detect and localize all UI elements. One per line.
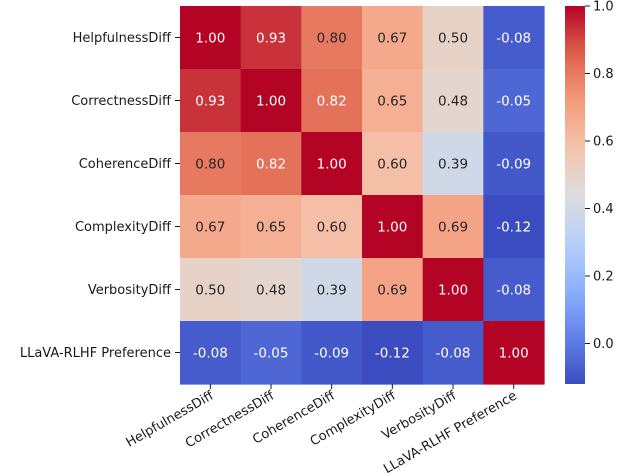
- cell-value-label: 1.00: [317, 157, 347, 173]
- cell-value-label: -0.12: [496, 220, 531, 236]
- cell-value-label: -0.08: [193, 346, 228, 362]
- y-tick-label: LLaVA-RLHF Preference: [20, 346, 171, 361]
- cell-value-label: 0.50: [195, 283, 225, 299]
- cell-value-label: 0.65: [377, 94, 407, 110]
- cell-value-label: 0.69: [438, 220, 468, 236]
- cell-value-label: -0.09: [496, 157, 531, 173]
- cell-value-label: 1.00: [499, 346, 529, 362]
- cell-value-label: 0.39: [438, 157, 468, 173]
- cell-value-label: -0.05: [254, 346, 289, 362]
- cell-value-label: -0.12: [375, 346, 410, 362]
- y-axis: HelpfulnessDiff CorrectnessDiff CoherenceD…: [20, 31, 180, 361]
- colorbar-tick-label: 0.2: [593, 270, 614, 285]
- colorbar-tick-label: 1.0: [593, 0, 614, 15]
- colorbar-tick-label: 0.0: [593, 337, 614, 352]
- colorbar-tick-label: 0.6: [593, 135, 614, 150]
- cell-value-label: 0.60: [377, 157, 407, 173]
- cell-value-label: -0.08: [436, 346, 471, 362]
- cell-value-label: 0.82: [256, 157, 286, 173]
- y-tick-label: CoherenceDiff: [79, 157, 172, 172]
- cell-value-label: 1.00: [438, 283, 468, 299]
- cell-value-label: 0.50: [438, 31, 468, 47]
- cell-value-label: -0.08: [496, 283, 531, 299]
- cell-value-label: 1.00: [377, 220, 407, 236]
- cell-value-label: 0.67: [377, 31, 407, 47]
- cell-value-label: 0.60: [317, 220, 347, 236]
- cell-value-label: 0.80: [317, 31, 347, 47]
- cell-value-label: -0.08: [496, 31, 531, 47]
- cell-value-label: 0.80: [195, 157, 225, 173]
- cell-value-label: -0.05: [496, 94, 531, 110]
- cell-value-label: 0.93: [195, 94, 225, 110]
- cell-value-label: 0.65: [256, 220, 286, 236]
- cell-value-label: 0.48: [256, 283, 286, 299]
- cell-value-label: 0.69: [377, 283, 407, 299]
- cell-value-label: 0.82: [317, 94, 347, 110]
- colorbar-tick-label: 0.8: [593, 67, 614, 82]
- cell-value-label: 0.93: [256, 31, 286, 47]
- x-axis: HelpfulnessDiffCorrectnessDiffCoherenceD…: [124, 384, 520, 476]
- colorbar-gradient: [565, 6, 585, 384]
- heatmap-cells: [180, 6, 545, 385]
- cell-value-label: 0.39: [317, 283, 347, 299]
- cell-value-label: -0.09: [314, 346, 349, 362]
- y-tick-label: VerbosityDiff: [88, 283, 172, 298]
- cell-value-label: 1.00: [256, 94, 286, 110]
- cell-value-label: 0.48: [438, 94, 468, 110]
- cell-value-label: 0.67: [195, 220, 225, 236]
- cell-value-label: 1.00: [195, 31, 225, 47]
- colorbar-tick-label: 0.4: [593, 202, 614, 217]
- y-tick-label: ComplexityDiff: [75, 220, 172, 235]
- colorbar: 0.0 0.2 0.4 0.6 0.8 1.0: [565, 0, 614, 384]
- y-tick-label: HelpfulnessDiff: [73, 31, 172, 46]
- y-tick-label: CorrectnessDiff: [71, 94, 172, 109]
